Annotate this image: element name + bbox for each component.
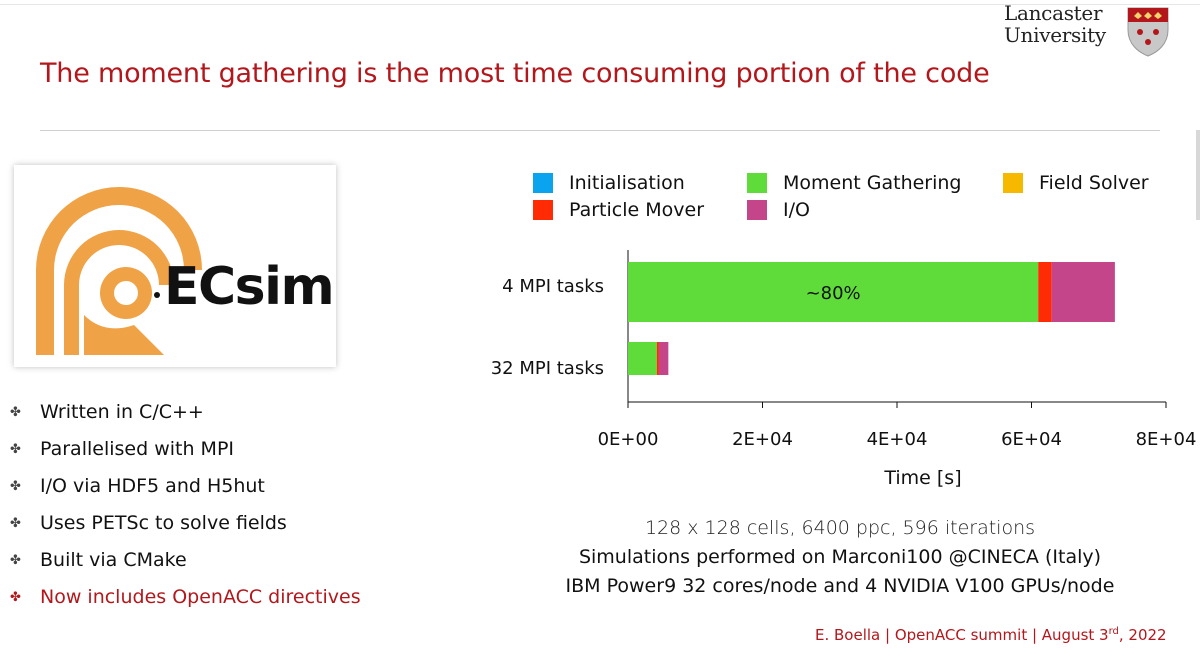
legend-swatch <box>747 173 767 193</box>
legend-swatch <box>1003 173 1023 193</box>
bar-annotation: ~80% <box>806 283 861 304</box>
bar-segment <box>656 342 659 375</box>
legend-item-field-solver: Field Solver <box>1003 172 1149 194</box>
chart-legend: Initialisation Moment Gathering Field So… <box>533 172 1173 228</box>
slide-title: The moment gathering is the most time co… <box>40 58 990 89</box>
legend-swatch <box>747 200 767 220</box>
bullet-text: Parallelised with MPI <box>40 438 234 460</box>
university-name-line1: Lancaster <box>1004 1 1103 25</box>
caption-line-3: IBM Power9 32 cores/node and 4 NVIDIA V1… <box>565 575 1115 597</box>
bullet-icon: ✤ <box>10 590 21 605</box>
footer-ordinal: rd <box>1108 626 1119 637</box>
x-tick-label: 8E+04 <box>1136 429 1197 450</box>
bullet-text: Uses PETSc to solve fields <box>40 512 287 534</box>
bullet-text: Built via CMake <box>40 549 187 571</box>
bar-segment <box>628 342 657 375</box>
university-name-line2: University <box>1004 23 1106 47</box>
x-tick-label: 0E+00 <box>598 429 659 450</box>
bar-segment <box>1051 262 1115 322</box>
bullet-item-highlight: ✤ Now includes OpenACC directives <box>10 579 361 616</box>
title-divider <box>40 130 1160 131</box>
shield-icon <box>1127 7 1169 57</box>
category-label: 32 MPI tasks <box>491 358 604 379</box>
legend-item-particle-mover: Particle Mover <box>533 199 704 221</box>
bullet-item: ✤ I/O via HDF5 and H5hut <box>10 468 361 505</box>
university-name: Lancaster University <box>1004 2 1106 46</box>
bullet-item: ✤ Uses PETSc to solve fields <box>10 505 361 542</box>
bullet-icon: ✤ <box>10 553 21 568</box>
university-logo: Lancaster University <box>1004 2 1174 60</box>
bullet-item: ✤ Written in C/C++ <box>10 394 361 431</box>
ecsim-logo-graphic <box>36 187 202 355</box>
bar-segment <box>1038 262 1052 322</box>
bar-segment <box>628 262 1039 322</box>
bullet-item: ✤ Built via CMake <box>10 542 361 579</box>
bullet-icon: ✤ <box>10 516 21 531</box>
bullet-icon: ✤ <box>10 405 21 420</box>
logo-wordmark: ECsim <box>164 257 335 317</box>
bullet-icon: ✤ <box>10 479 21 494</box>
x-tick-label: 2E+04 <box>732 429 793 450</box>
bullet-item: ✤ Parallelised with MPI <box>10 431 361 468</box>
legend-item-initialisation: Initialisation <box>533 172 685 194</box>
top-border <box>0 4 1200 5</box>
x-tick-label: 4E+04 <box>867 429 928 450</box>
legend-label: I/O <box>783 199 810 221</box>
stacked-bar-chart: 0E+00 2E+04 4E+04 6E+04 8E+04 Time [s] 4 MPI t… <box>491 250 1197 489</box>
x-axis-label: Time [s] <box>883 467 961 489</box>
category-label: 4 MPI tasks <box>502 276 604 297</box>
caption-line-2: Simulations performed on Marconi100 @CIN… <box>578 546 1102 568</box>
footer-credit: E. Boella | OpenACC summit | August 3rd,… <box>815 626 1167 644</box>
bar-segment <box>658 342 669 375</box>
legend-item-io: I/O <box>747 199 810 221</box>
legend-label: Initialisation <box>569 172 685 194</box>
caption-line-1: 128 x 128 cells, 6400 ppc, 596 iteration… <box>644 517 1036 539</box>
bullet-text: Now includes OpenACC directives <box>40 586 361 608</box>
bullet-text: I/O via HDF5 and H5hut <box>40 475 265 497</box>
footer-text: E. Boella | OpenACC summit | August 3 <box>815 626 1109 644</box>
ecsim-logo: ECsim <box>14 165 336 367</box>
legend-item-moment-gathering: Moment Gathering <box>747 172 962 194</box>
legend-label: Moment Gathering <box>783 172 962 194</box>
legend-swatch <box>533 173 553 193</box>
feature-list: ✤ Written in C/C++ ✤ Parallelised with MPI… <box>10 394 361 616</box>
legend-label: Particle Mover <box>569 199 705 221</box>
legend-swatch <box>533 200 553 220</box>
bullet-text: Written in C/C++ <box>40 401 204 423</box>
edge-strip <box>1196 130 1200 220</box>
x-tick-label: 6E+04 <box>1001 429 1062 450</box>
footer-year: , 2022 <box>1118 626 1167 644</box>
bullet-icon: ✤ <box>10 442 21 457</box>
legend-label: Field Solver <box>1039 172 1149 194</box>
